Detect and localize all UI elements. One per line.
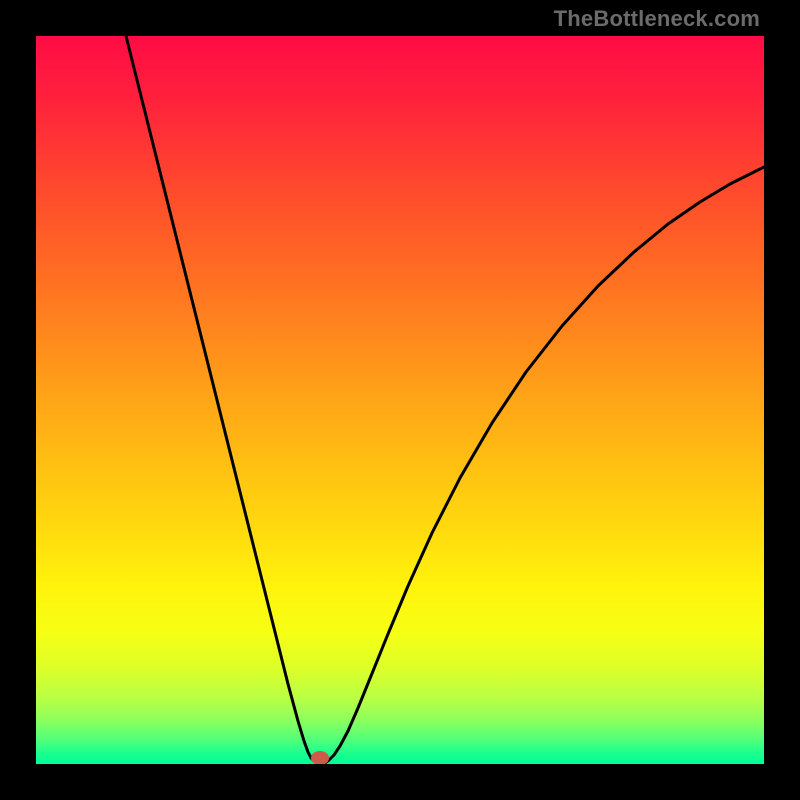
watermark-text: TheBottleneck.com [554, 6, 760, 32]
chart-root: TheBottleneck.com [0, 0, 800, 800]
curve-path [126, 36, 764, 764]
bottleneck-curve [36, 36, 764, 764]
plot-area [36, 36, 764, 764]
optimal-point-marker [311, 751, 329, 764]
